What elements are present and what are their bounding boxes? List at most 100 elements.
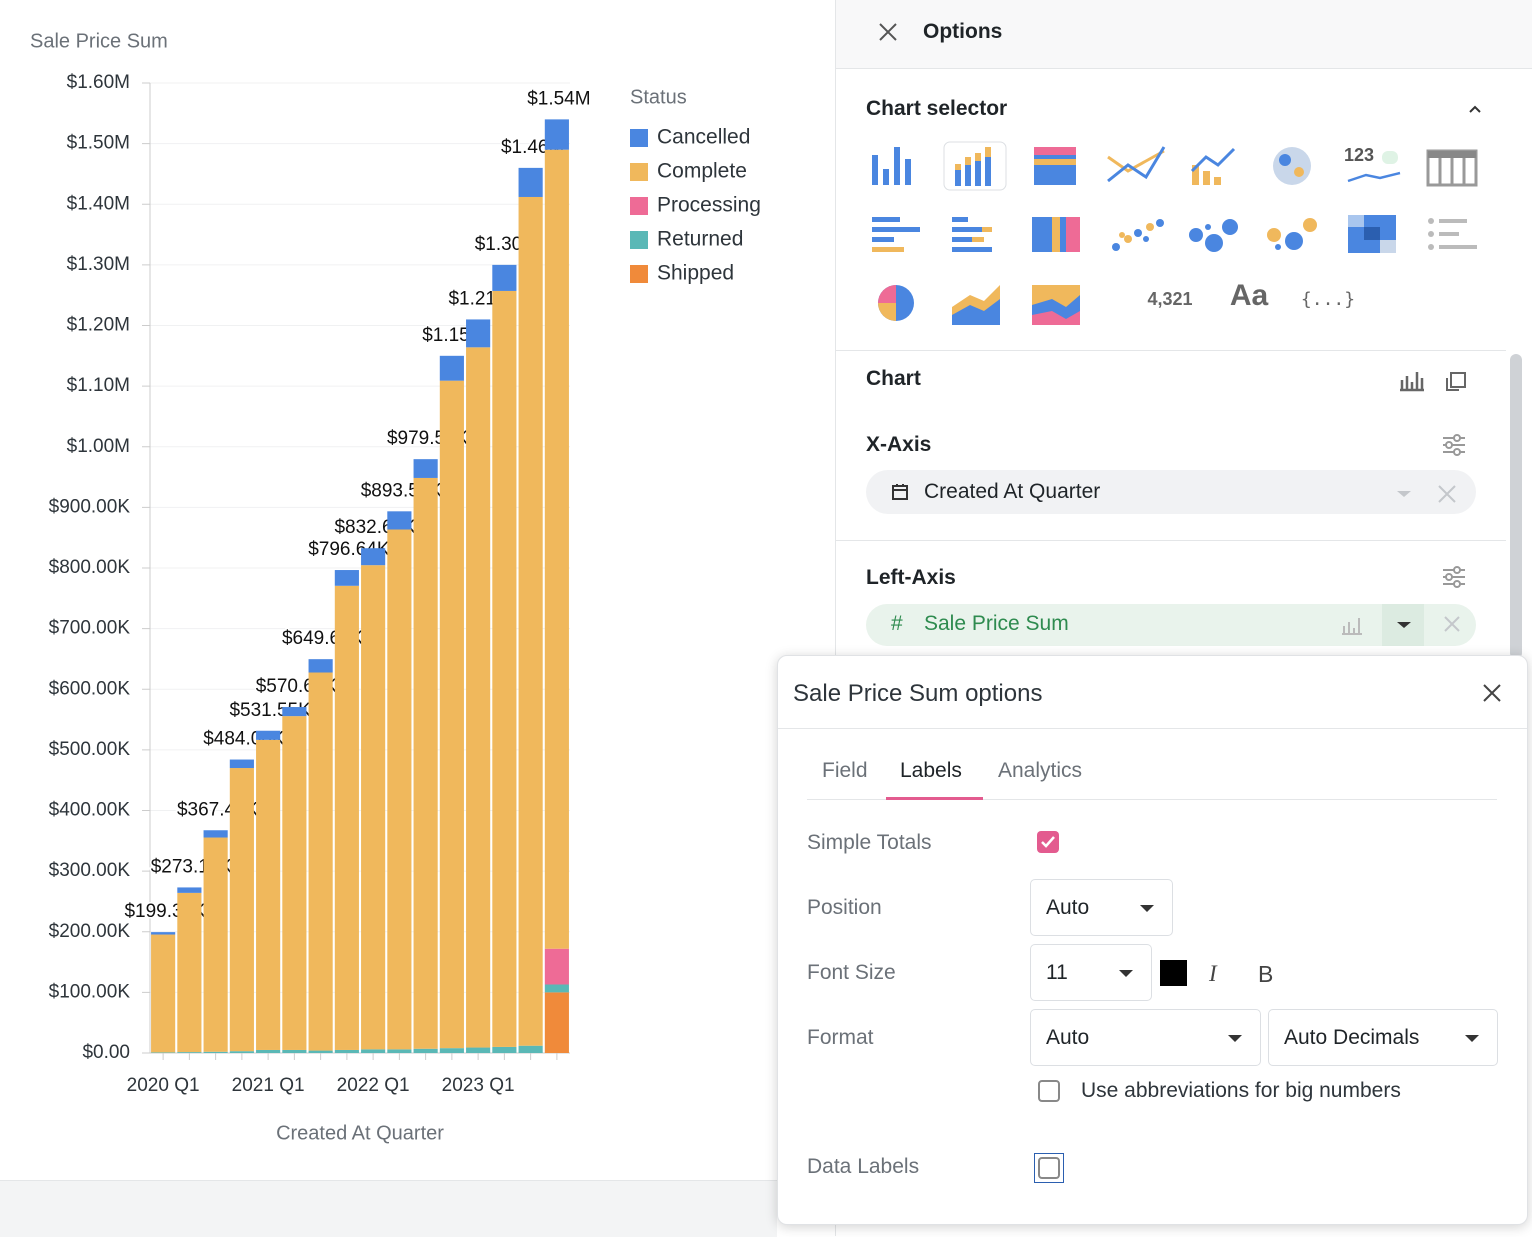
x-tick-label: 2020 Q1 (127, 1075, 200, 1096)
bar-segment (518, 1045, 543, 1053)
bar-segment (151, 932, 176, 935)
icon-hgrid[interactable] (1032, 217, 1080, 252)
bar-segment (177, 887, 202, 893)
tab-underline (886, 797, 983, 800)
icon-hstacked[interactable] (952, 217, 992, 252)
icon-bubble-color[interactable] (1267, 218, 1317, 250)
settings-icon[interactable] (1442, 566, 1466, 588)
icon-stacked-area[interactable] (1032, 285, 1080, 325)
select-value: Auto (1046, 1025, 1090, 1049)
bar-segment (177, 1052, 202, 1053)
bar-segment (544, 992, 569, 1053)
icon-text: 123 (1344, 145, 1374, 165)
icon-stacked-bar[interactable] (943, 141, 1007, 191)
y-tick-label: $1.60M (67, 72, 130, 93)
bar-segment (492, 264, 517, 291)
legend-title: Status (630, 86, 687, 108)
icon-json[interactable]: {...} (1301, 289, 1355, 310)
bar-segment (256, 739, 281, 1050)
bar-segment (282, 707, 307, 717)
icon-bubble[interactable] (1189, 219, 1238, 252)
x-axis-section: X-Axis (866, 433, 932, 456)
x-axis-field[interactable] (866, 470, 1476, 514)
field-controls[interactable] (1341, 614, 1471, 636)
checkbox[interactable] (1038, 1157, 1060, 1179)
bar-segment (544, 149, 569, 949)
checkbox-label: Use abbreviations for big numbers (1081, 1079, 1401, 1102)
checkbox-checked[interactable] (1037, 831, 1059, 853)
x-axis-title: Created At Quarter (276, 1122, 444, 1144)
y-tick-label: $400.00K (49, 800, 131, 821)
select-value: 11 (1046, 960, 1068, 984)
row-label: Position (807, 896, 882, 919)
bar-segment (518, 167, 543, 197)
icon-combo[interactable] (1190, 147, 1236, 185)
bar-segment (229, 759, 254, 769)
y-tick-label: $200.00K (49, 921, 131, 942)
bar-segment (361, 565, 386, 1050)
tab[interactable]: Field (822, 759, 868, 782)
icon-line[interactable] (1107, 146, 1166, 183)
bar-segment (256, 1049, 281, 1053)
tab-active[interactable]: Labels (900, 759, 962, 782)
bar-segment (308, 672, 333, 1051)
bar-segment (308, 659, 333, 673)
icon-grid-bar[interactable] (1034, 147, 1076, 185)
row-label: Font Size (807, 961, 896, 984)
italic-button[interactable]: I (1209, 961, 1217, 986)
bar-segment (544, 984, 569, 993)
bar-segment (413, 1048, 438, 1053)
decimals-select[interactable]: Auto Decimals (1268, 1009, 1498, 1066)
icon-trend[interactable]: 123 (1344, 145, 1401, 183)
bar-segment (466, 319, 491, 348)
icon-map[interactable] (1273, 147, 1311, 185)
bar-segment (151, 934, 176, 1053)
settings-icon[interactable] (1442, 434, 1466, 456)
options-popup: Sale Price Sum options Field Labels Anal… (777, 655, 1528, 1225)
chart-section-icons[interactable] (1399, 368, 1479, 392)
row-label: Simple Totals (807, 831, 932, 854)
checkbox[interactable] (1038, 1080, 1060, 1102)
left-axis-field[interactable] (866, 604, 1476, 646)
bar-segment (282, 716, 307, 1050)
bar-segment (439, 355, 464, 381)
bar-segment (229, 768, 254, 1052)
icon-hbar[interactable] (872, 217, 920, 252)
total-label: $1.54M (527, 88, 590, 109)
y-tick-label: $1.30M (67, 254, 130, 275)
position-select[interactable]: Auto (1030, 879, 1173, 936)
bar-segment (518, 196, 543, 1046)
collapse-icon[interactable] (1468, 102, 1482, 116)
close-icon[interactable] (878, 22, 898, 42)
bar-segment (334, 570, 359, 586)
field-controls[interactable] (1396, 485, 1466, 503)
icon-list[interactable] (1428, 218, 1477, 250)
icon-heatmap[interactable] (1348, 215, 1396, 253)
chart: Sale Price Sum Created At Quarter Status… (30, 30, 761, 1144)
tab[interactable]: Analytics (998, 759, 1083, 782)
bold-button[interactable]: B (1258, 961, 1274, 987)
icon-text[interactable]: Aa (1230, 279, 1269, 312)
chart-section-title: Chart (866, 367, 921, 390)
bar-segment (466, 1047, 491, 1053)
icon-number[interactable]: 4,321 (1147, 289, 1192, 309)
color-swatch[interactable] (1160, 960, 1187, 986)
icon-table[interactable] (1426, 149, 1478, 187)
icon-bar[interactable] (872, 147, 911, 185)
divider (836, 350, 1506, 351)
y-axis-title: Sale Price Sum (30, 30, 168, 52)
y-tick-label: $1.00M (67, 436, 130, 457)
bar-segment (387, 1049, 412, 1053)
x-tick-label: 2021 Q1 (232, 1075, 305, 1096)
icon-pie[interactable] (878, 285, 914, 321)
icon-area[interactable] (952, 285, 1000, 325)
bar-segment (544, 119, 569, 150)
icon-scatter[interactable] (1112, 219, 1164, 251)
bar-segment (177, 892, 202, 1053)
bar-segment (492, 290, 517, 1047)
format-select[interactable]: Auto (1030, 1009, 1261, 1066)
popup-close[interactable] (1482, 683, 1502, 703)
font-size-select[interactable]: 11 (1030, 944, 1152, 1001)
bar-segment (439, 380, 464, 1049)
